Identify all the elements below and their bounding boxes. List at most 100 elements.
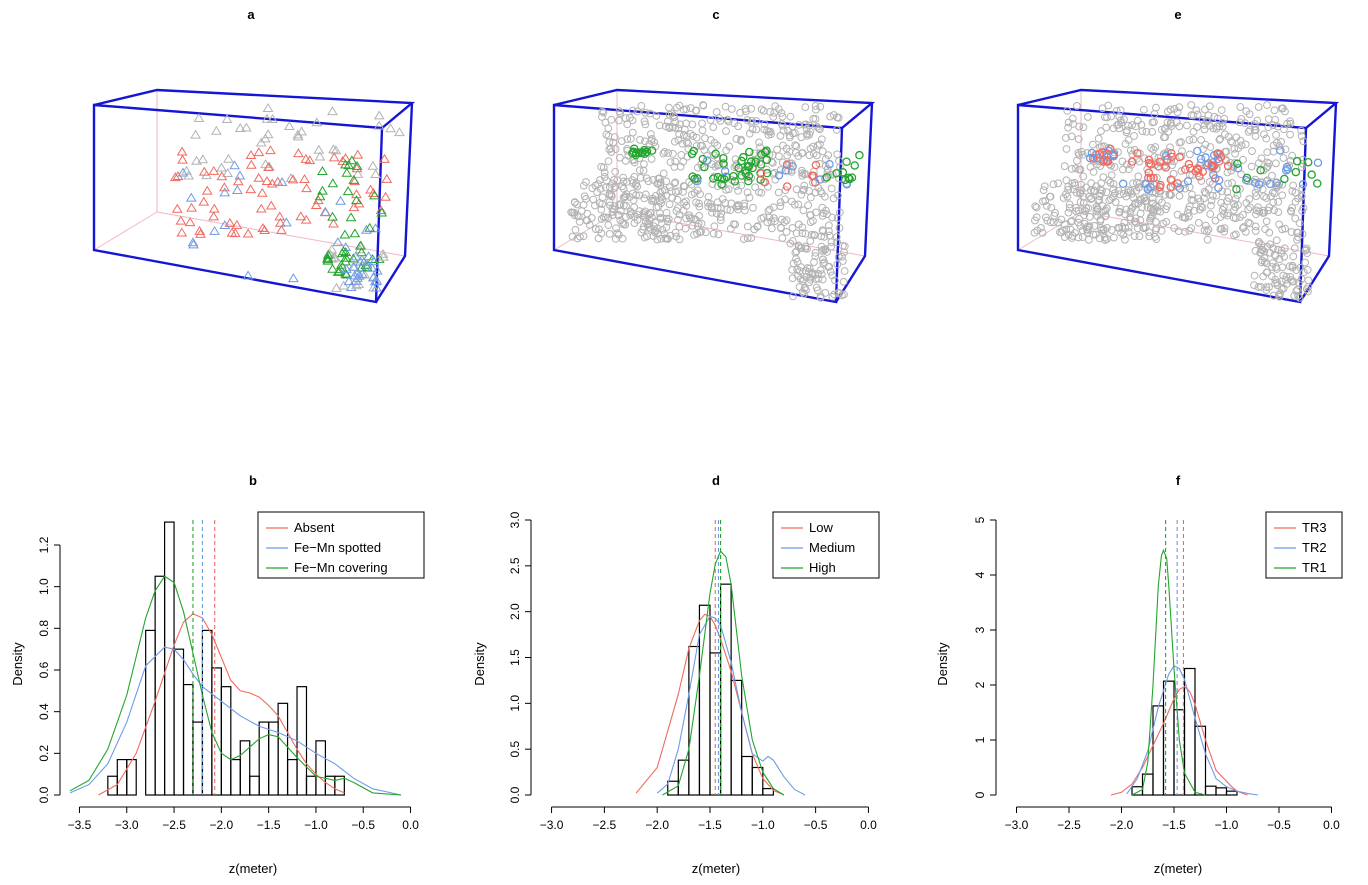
- scatter-point: [1030, 228, 1039, 237]
- scatter-point: [198, 166, 210, 176]
- x-tick-label: −1.5: [1162, 818, 1186, 832]
- scatter-point: [1166, 118, 1175, 127]
- legend-entry: High: [809, 560, 836, 575]
- scatter-point: [295, 211, 307, 221]
- scatter-point: [1277, 137, 1285, 146]
- scatter-point: [637, 102, 646, 110]
- scatter-point: [1135, 232, 1144, 241]
- scatter-point: [1074, 148, 1083, 157]
- histogram-bar: [305, 775, 317, 796]
- scatter-point: [1196, 154, 1206, 164]
- scatter-point: [612, 224, 620, 233]
- y-tick-label: 2.5: [508, 557, 522, 574]
- scatter-point: [622, 201, 630, 210]
- scatter-point: [1065, 204, 1074, 212]
- scatter-point: [732, 134, 741, 143]
- y-tick-label: 3: [973, 626, 987, 633]
- scatter-point: [1130, 132, 1138, 140]
- scatter-point: [832, 125, 841, 134]
- scatter-point: [1298, 207, 1307, 215]
- scatter-point: [1127, 157, 1137, 166]
- scatter-point: [1264, 206, 1272, 215]
- scatter-point: [757, 105, 766, 114]
- scatter-point: [709, 123, 718, 132]
- scatter-point: [332, 266, 344, 276]
- x-tick-label: −2.0: [1110, 818, 1134, 832]
- scatter-point: [591, 225, 600, 234]
- scatter-point: [1149, 173, 1158, 183]
- scatter-point: [600, 168, 609, 177]
- scatter-point: [1166, 143, 1174, 152]
- scatter-point: [327, 106, 338, 116]
- scatter-point: [351, 160, 363, 170]
- scatter-point: [1191, 167, 1200, 176]
- scatter-point: [296, 126, 308, 136]
- scatter-point: [1241, 140, 1250, 149]
- scatter-point: [1199, 145, 1207, 154]
- scatter-point: [349, 228, 361, 238]
- scatter-point: [804, 201, 813, 210]
- scatter-point: [801, 229, 810, 238]
- scatter-point: [626, 134, 635, 143]
- scatter-point: [778, 112, 787, 121]
- scatter-point: [607, 192, 616, 201]
- scatter-point: [579, 232, 588, 241]
- scatter-point: [1205, 102, 1214, 111]
- x-tick-label: 0.0: [1323, 818, 1340, 832]
- scatter-point: [811, 102, 820, 110]
- scatter-point: [791, 141, 800, 150]
- scatter-point: [598, 107, 607, 116]
- scatter-point: [285, 173, 297, 183]
- histogram-bar: [286, 758, 298, 796]
- scatter-point: [1224, 193, 1233, 202]
- scatter-point: [1200, 125, 1209, 134]
- scatter-point: [682, 138, 691, 146]
- scatter-point: [673, 195, 682, 204]
- scatter-point: [1181, 227, 1189, 236]
- scatter-point: [809, 142, 818, 151]
- scatter-point: [736, 108, 745, 117]
- scatter-point: [1116, 116, 1125, 125]
- scatter-point: [1299, 137, 1308, 146]
- scatter-point: [817, 242, 826, 251]
- scatter-point: [265, 145, 276, 155]
- scatter-point: [1204, 185, 1213, 194]
- scatter-point: [186, 202, 197, 212]
- scatter-point: [740, 206, 749, 215]
- scatter-point: [747, 104, 756, 113]
- scatter-point: [361, 261, 373, 271]
- scatter-point: [1043, 216, 1052, 225]
- scatter-point: [1103, 113, 1111, 122]
- scatter-point: [1239, 155, 1247, 164]
- scatter-point: [1130, 232, 1139, 241]
- chart-d-title: d: [712, 473, 720, 488]
- scatter-point: [1121, 224, 1130, 232]
- scatter-point: [1096, 215, 1105, 224]
- scatter-point: [650, 222, 658, 231]
- scatter-point: [1075, 214, 1083, 223]
- x-tick-label: −1.0: [304, 818, 328, 832]
- scatter-point: [1141, 179, 1150, 189]
- scatter-point: [1307, 170, 1316, 179]
- scatter-point: [741, 104, 750, 113]
- scatter-point: [338, 280, 350, 290]
- scatter-point: [832, 169, 841, 178]
- density-chart-b: b z(meter) Density −3.5 −3.0 −2.5 −2.0 −1.5 −…: [10, 473, 425, 876]
- scatter-point: [1228, 138, 1237, 147]
- scatter-point: [340, 256, 351, 266]
- scatter-point: [710, 222, 719, 231]
- scatter-point: [1134, 183, 1143, 192]
- scatter-point: [776, 223, 785, 232]
- scatter-point: [1268, 272, 1276, 281]
- scatter-point: [1093, 154, 1103, 163]
- scatter-point: [724, 185, 733, 194]
- scatter-point: [1120, 218, 1129, 227]
- legend-entry: Fe−Mn spotted: [294, 540, 381, 555]
- scatter-point: [1198, 115, 1207, 124]
- scatter-point: [1264, 123, 1273, 132]
- scatter-point: [694, 219, 703, 228]
- scatter-point: [313, 144, 325, 154]
- scatter-point: [1173, 210, 1182, 219]
- density-curve: [1131, 548, 1206, 796]
- scatter-point: [1095, 234, 1104, 243]
